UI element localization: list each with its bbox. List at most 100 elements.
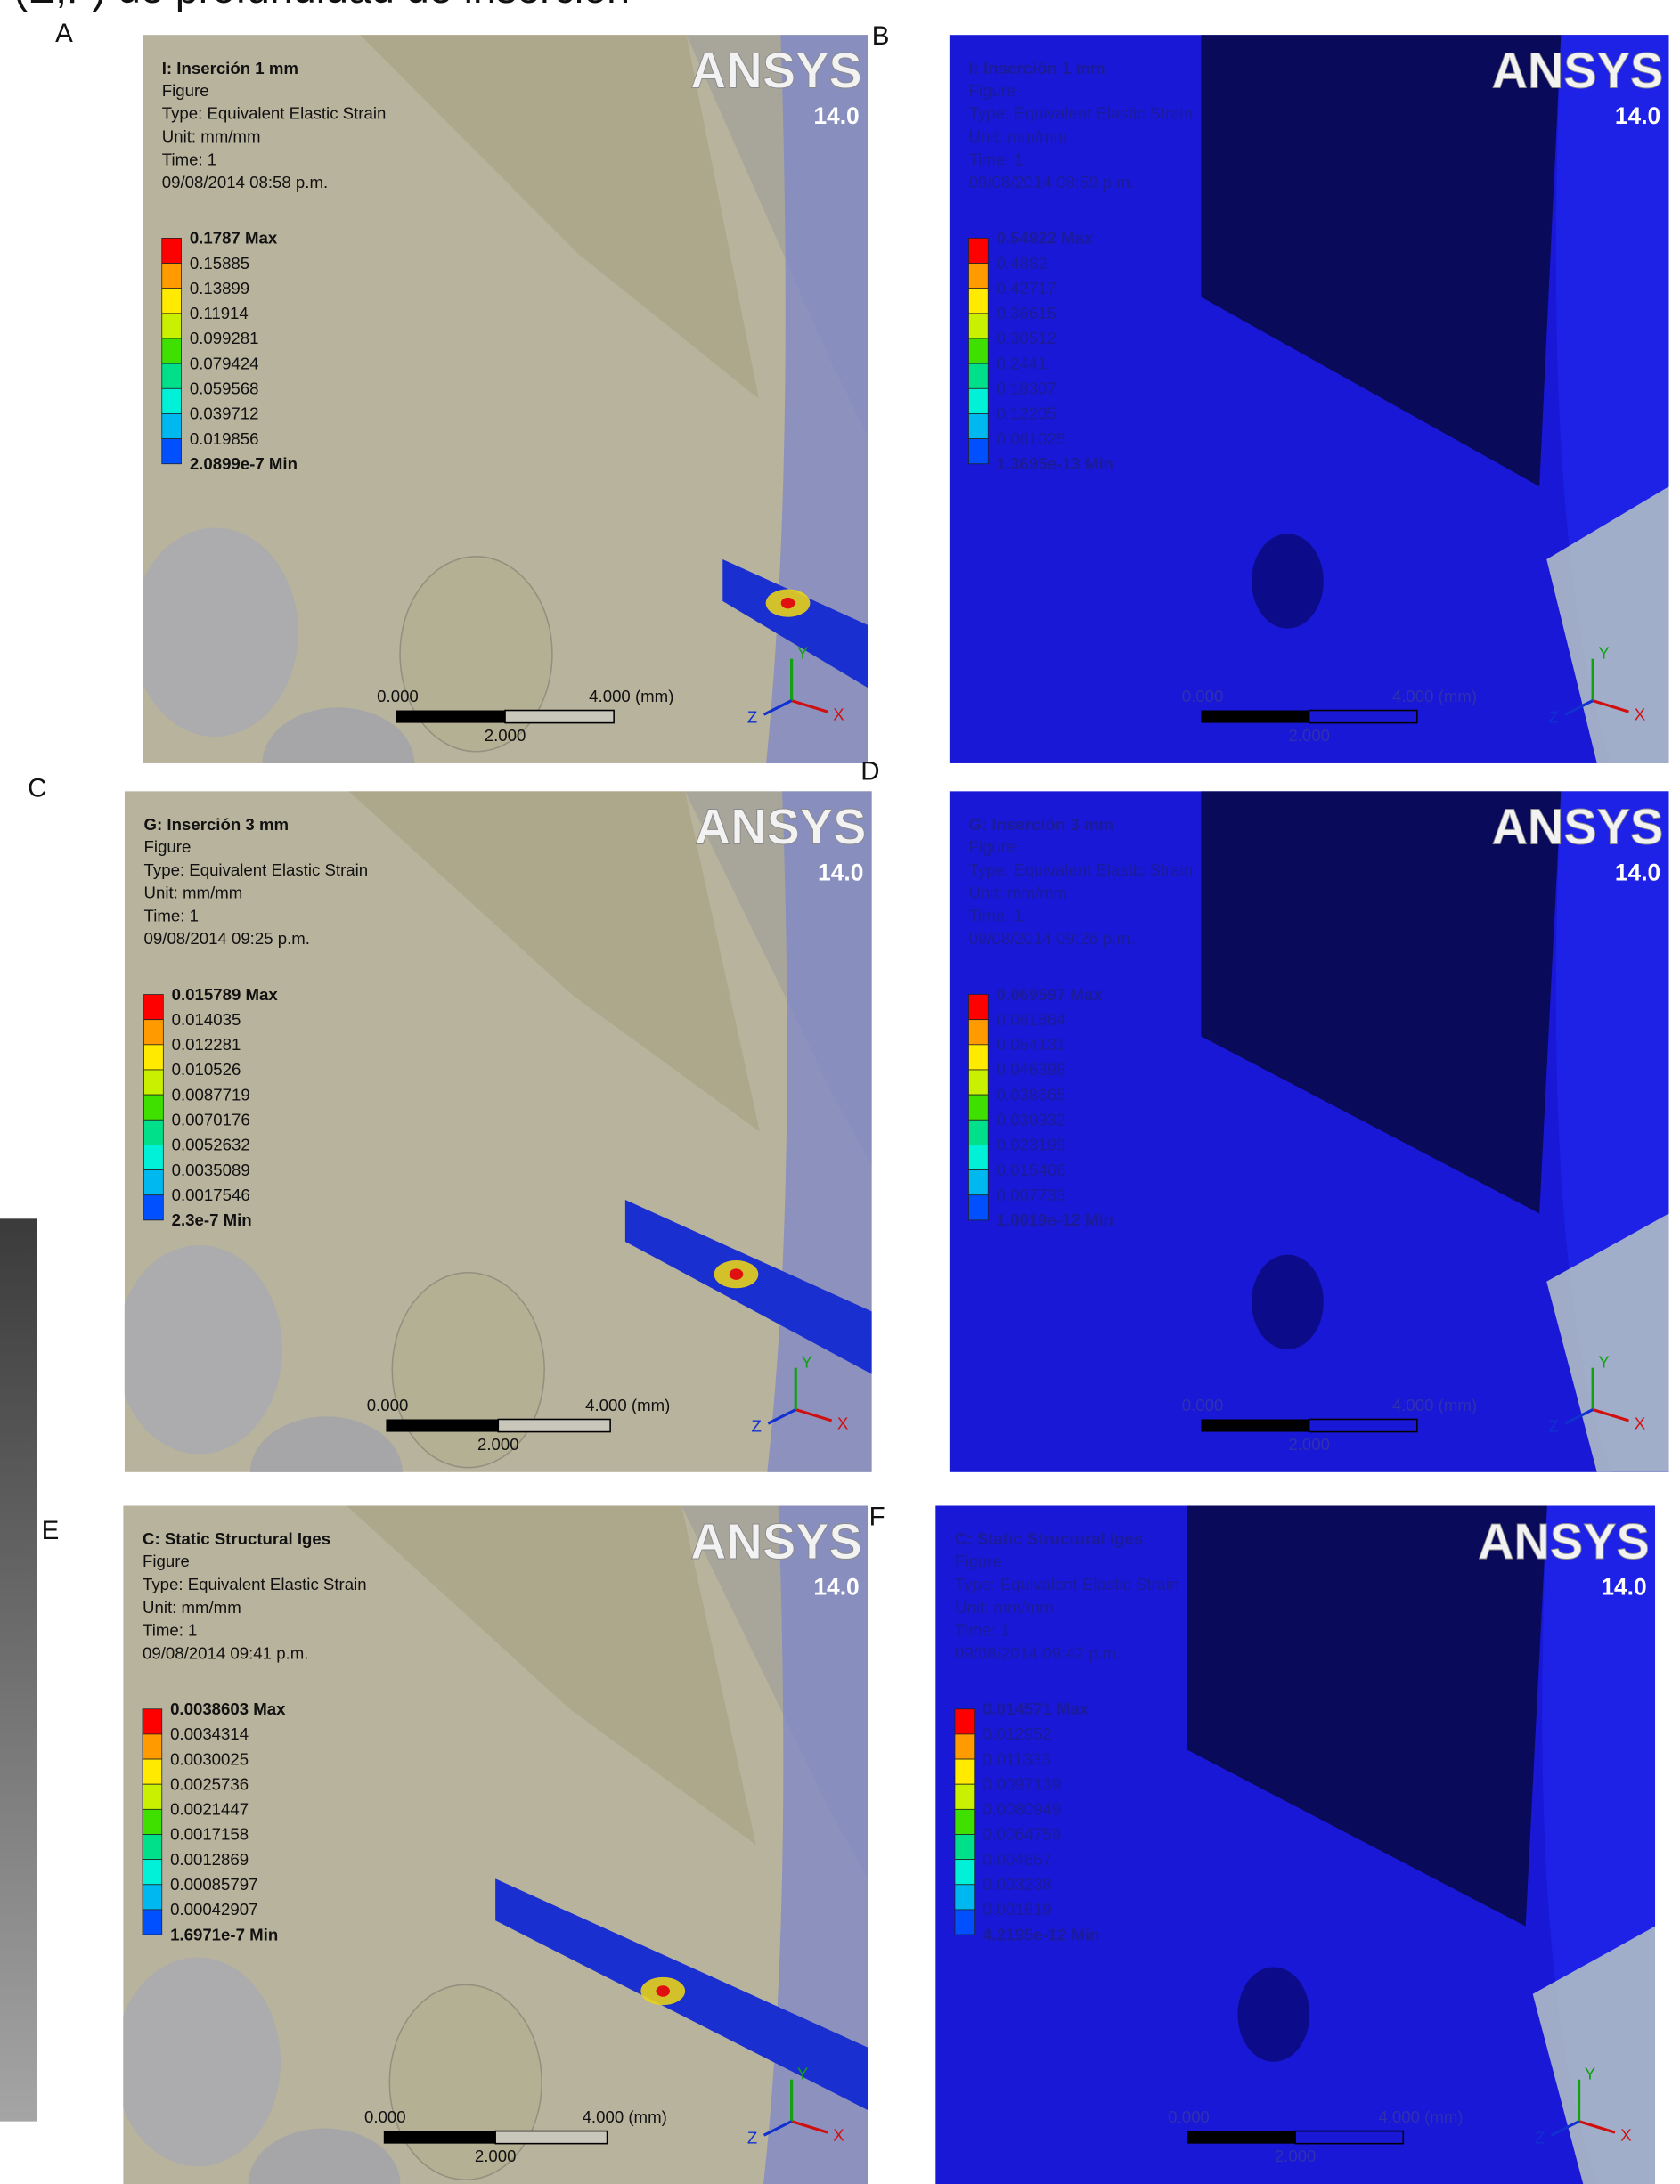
panel-label: A — [55, 19, 73, 48]
legend-label: 0.004857 — [983, 1850, 1052, 1869]
legend-label: 0.0035089 — [172, 1161, 250, 1179]
scale-mid: 2.000 — [485, 726, 526, 745]
axis-z-label: Z — [747, 708, 757, 727]
result-info: Type: Equivalent Elastic Strain — [968, 860, 1193, 879]
axis-y-label: Y — [1598, 1353, 1610, 1372]
legend-label: 1.3695e-13 Min — [997, 454, 1114, 473]
legend-swatch — [968, 995, 988, 1020]
legend-swatch — [162, 289, 182, 314]
panel-label: E — [42, 1516, 60, 1545]
legend-label: 0.0064759 — [983, 1825, 1061, 1844]
result-info: Type: Equivalent Elastic Strain — [968, 104, 1193, 123]
legend-label: 0.0030025 — [170, 1749, 249, 1768]
result-info: 09/08/2014 08:59 p.m. — [968, 173, 1134, 192]
result-info: Type: Equivalent Elastic Strain — [955, 1575, 1179, 1593]
version: 14.0 — [1601, 1573, 1646, 1600]
legend-label: 0.0080949 — [983, 1800, 1061, 1819]
legend-label: 1.6971e-7 Min — [170, 1925, 278, 1944]
legend-label: 1.0019e-12 Min — [997, 1210, 1114, 1229]
legend-label: 0.030932 — [997, 1110, 1066, 1129]
version: 14.0 — [813, 102, 859, 129]
logo: ANSYS — [695, 798, 867, 854]
legend-label: 0.0070176 — [172, 1110, 250, 1129]
legend-label: 0.012281 — [172, 1035, 241, 1054]
legend-swatch — [143, 1734, 162, 1759]
scale-white — [505, 711, 614, 723]
legend-swatch — [144, 995, 164, 1020]
legend-swatch — [143, 1759, 162, 1784]
axis-z-label: Z — [1548, 708, 1558, 727]
axis-x-label: X — [1620, 2125, 1632, 2144]
result-title: I: Inserción 1 mm — [162, 59, 298, 77]
result-info: Type: Equivalent Elastic Strain — [143, 1575, 367, 1593]
hole — [1252, 1255, 1324, 1349]
result-info: Unit: mm/mm — [162, 126, 261, 145]
legend-swatch — [968, 413, 988, 438]
result-info: Time: 1 — [955, 1621, 1009, 1640]
logo: ANSYS — [1492, 798, 1664, 854]
result-info: Time: 1 — [968, 150, 1023, 168]
legend-label: 0.039712 — [190, 404, 259, 423]
legend-swatch — [144, 1170, 164, 1195]
panel-label: B — [872, 21, 890, 51]
logo: ANSYS — [690, 1513, 862, 1569]
legend-label: 0.015466 — [997, 1161, 1066, 1179]
root-1 — [132, 527, 298, 737]
axis-x-label: X — [1635, 705, 1646, 723]
legend-swatch — [955, 1885, 975, 1910]
side-bar — [0, 1218, 37, 2121]
axis-y-label: Y — [797, 2065, 809, 2083]
panel: C: Static Structural IgesFigureType: Equ… — [935, 1505, 1655, 2184]
legend-swatch — [143, 1809, 162, 1834]
axis-x-label: X — [837, 1414, 849, 1432]
result-info: Figure — [144, 837, 192, 856]
scale-black — [1201, 1419, 1309, 1431]
scale-white — [1309, 1419, 1417, 1431]
legend-label: 0.054131 — [997, 1035, 1066, 1054]
legend-label: 0.12205 — [997, 404, 1056, 423]
result-title: I: Inserción 1 mm — [968, 59, 1105, 77]
result-info: Type: Equivalent Elastic Strain — [144, 860, 369, 879]
result-info: Unit: mm/mm — [955, 1598, 1054, 1617]
legend-label: 0.4882 — [997, 254, 1048, 273]
axis-z-label: Z — [1548, 1417, 1558, 1436]
legend-label: 0.0017158 — [170, 1825, 249, 1844]
legend-label: 0.00042907 — [170, 1900, 257, 1919]
hole — [1252, 534, 1324, 628]
legend-label: 0.046398 — [997, 1060, 1066, 1079]
legend-label: 0.014571 Max — [983, 1699, 1089, 1718]
scale-start: 0.000 — [377, 687, 419, 705]
result-info: Time: 1 — [143, 1621, 197, 1640]
scale-end: 4.000 (mm) — [583, 2107, 667, 2126]
scale-white — [498, 1419, 610, 1431]
legend-label: 0.019856 — [190, 429, 259, 448]
legend-swatch — [955, 1910, 975, 1935]
legend-label: 0.001619 — [983, 1900, 1052, 1919]
legend-swatch — [144, 1095, 164, 1120]
panel-label: F — [869, 1502, 885, 1531]
scale-black — [396, 711, 505, 723]
legend-swatch — [144, 1195, 164, 1220]
legend-swatch — [968, 1195, 988, 1220]
strain-core — [781, 598, 795, 609]
scale-white — [1309, 711, 1417, 723]
legend-label: 0.15885 — [190, 254, 249, 273]
legend-label: 0.0017546 — [172, 1186, 250, 1204]
legend-swatch — [144, 1045, 164, 1070]
legend-swatch — [162, 264, 182, 289]
legend-label: 0.099281 — [190, 329, 259, 347]
legend-swatch — [144, 1020, 164, 1045]
legend-label: 0.061864 — [997, 1010, 1066, 1029]
scale-start: 0.000 — [1182, 1396, 1224, 1414]
scale-black — [384, 2131, 495, 2144]
axis-y-label: Y — [1585, 2065, 1596, 2083]
legend-label: 0.059568 — [190, 379, 259, 397]
result-info: Time: 1 — [162, 150, 216, 168]
legend-label: 0.023199 — [997, 1136, 1066, 1154]
legend-swatch — [162, 439, 182, 464]
logo: ANSYS — [690, 42, 862, 98]
legend-swatch — [968, 1020, 988, 1045]
